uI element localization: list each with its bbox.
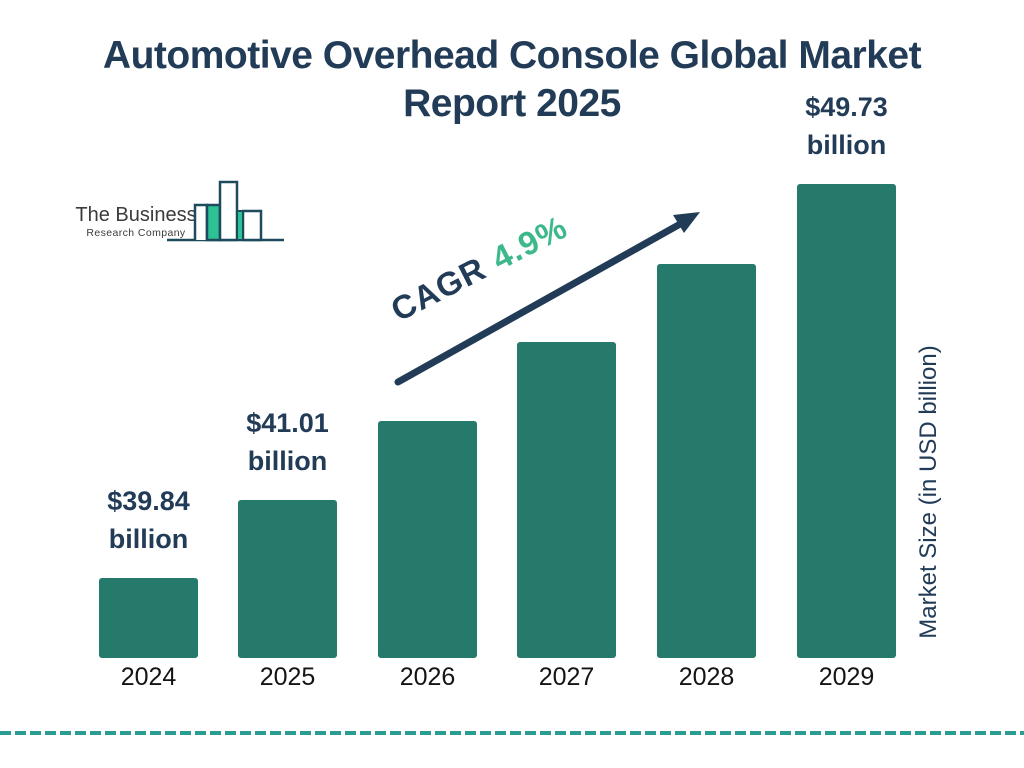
bar-column-2025: 2025 $41.01 billion <box>238 0 337 768</box>
value-label-2029: $49.73 billion <box>805 92 888 160</box>
bar-2026 <box>378 421 477 658</box>
x-tick-label-2024: 2024 <box>120 663 177 691</box>
bar-column-2028: 2028 <box>657 0 756 768</box>
logo-company-name: The Business <box>75 204 197 226</box>
x-tick-label-2029: 2029 <box>818 663 875 691</box>
page-title: Automotive Overhead Console Global Marke… <box>0 32 1024 128</box>
value-label-2025: $41.01 billion <box>246 408 329 476</box>
x-tick-label-2027: 2027 <box>538 663 595 691</box>
bar-2024 <box>99 578 198 658</box>
bar-2029 <box>797 184 896 658</box>
bar-2028 <box>657 264 756 658</box>
y-axis-label: Market Size (in USD billion) <box>915 345 942 639</box>
page-title-line2: Report 2025 <box>403 82 621 125</box>
bar-column-2026: 2026 <box>378 0 477 768</box>
bar-column-2027: 2027 <box>517 0 616 768</box>
bar-column-2029: 2029 $49.73 billion <box>797 0 896 768</box>
logo-wordmark: The Business Research Company <box>75 204 197 239</box>
page-title-line1: Automotive Overhead Console Global Marke… <box>102 34 922 77</box>
x-tick-label-2028: 2028 <box>678 663 735 691</box>
company-logo: The Business Research Company <box>75 178 290 250</box>
bottom-dashed-divider <box>0 731 1024 735</box>
value-label-2024: $39.84 billion <box>107 486 190 554</box>
bar-2025 <box>238 500 337 658</box>
x-tick-label-2025: 2025 <box>259 663 316 691</box>
bar-column-2024: 2024 $39.84 billion <box>99 0 198 768</box>
bar-2027 <box>517 342 616 658</box>
x-tick-label-2026: 2026 <box>399 663 456 691</box>
logo-company-subname: Research Company <box>86 227 186 239</box>
logo-bar-chart-icon <box>167 180 284 242</box>
